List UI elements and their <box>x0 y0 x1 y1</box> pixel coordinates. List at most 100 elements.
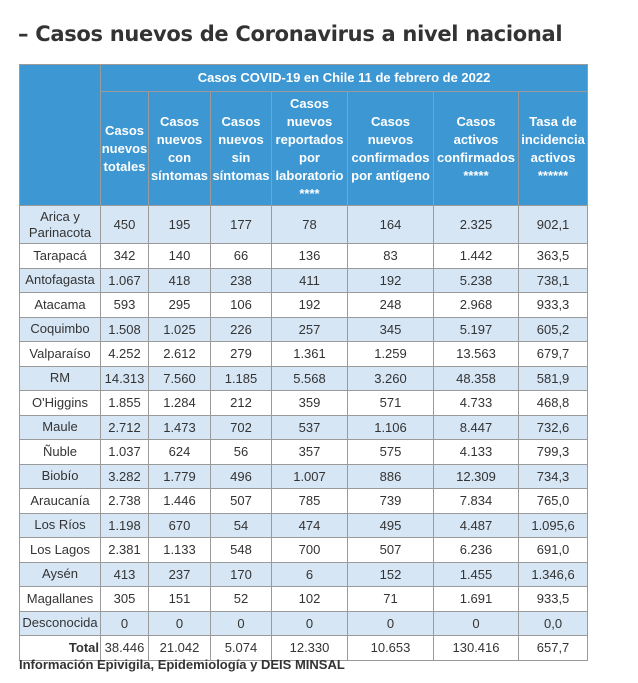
value-cell: 739 <box>347 488 434 514</box>
value-cell: 1.446 <box>148 488 211 514</box>
value-cell: 248 <box>347 292 434 318</box>
table-row: Atacama 593 295 106 192 248 2.968 933,3 <box>19 292 589 318</box>
source-footer: Información Epivigila, Epidemiología y D… <box>19 657 345 672</box>
total-row: Total 38.446 21.042 5.074 12.330 10.653 130.41… <box>19 635 589 661</box>
total-value-cell: 657,7 <box>517 635 589 661</box>
value-cell: 2.712 <box>100 414 149 440</box>
value-cell: 1.473 <box>148 414 211 440</box>
value-cell: 7.560 <box>148 365 211 391</box>
value-cell: 575 <box>347 439 434 465</box>
value-cell: 0 <box>433 610 519 636</box>
value-cell: 1.442 <box>433 243 519 269</box>
value-cell: 765,0 <box>517 488 589 514</box>
column-header: Casos nuevos totales <box>100 91 149 206</box>
value-cell: 1.455 <box>433 561 519 587</box>
value-cell: 1.095,6 <box>517 512 589 538</box>
value-cell: 0 <box>347 610 434 636</box>
column-header: Casos activos confirmados ***** <box>433 91 519 206</box>
value-cell: 700 <box>271 537 348 563</box>
value-cell: 71 <box>347 586 434 612</box>
region-name-cell: Los Lagos <box>19 537 101 563</box>
value-cell: 192 <box>271 292 348 318</box>
value-cell: 785 <box>271 488 348 514</box>
value-cell: 738,1 <box>517 267 589 293</box>
value-cell: 5.568 <box>271 365 348 391</box>
table-row: Maule 2.712 1.473 702 537 1.106 8.447 732,6 <box>19 414 589 440</box>
value-cell: 732,6 <box>517 414 589 440</box>
value-cell: 54 <box>210 512 272 538</box>
table-row: Antofagasta 1.067 418 238 411 192 5.238 738,1 <box>19 267 589 293</box>
value-cell: 411 <box>271 267 348 293</box>
value-cell: 691,0 <box>517 537 589 563</box>
column-header: Tasa de incidencia activos ****** <box>517 91 589 206</box>
value-cell: 6.236 <box>433 537 519 563</box>
value-cell: 507 <box>347 537 434 563</box>
value-cell: 345 <box>347 316 434 342</box>
value-cell: 12.309 <box>433 463 519 489</box>
value-cell: 1.133 <box>148 537 211 563</box>
total-label-cell: Total <box>19 635 101 661</box>
table-row: Coquimbo 1.508 1.025 226 257 345 5.197 605,2 <box>19 316 589 342</box>
value-cell: 679,7 <box>517 341 589 367</box>
value-cell: 450 <box>100 205 149 244</box>
covid-cases-table: Casos COVID-19 en Chile 11 de febrero de… <box>19 64 589 661</box>
value-cell: 8.447 <box>433 414 519 440</box>
value-cell: 902,1 <box>517 205 589 244</box>
covid-cases-table-container: Casos COVID-19 en Chile 11 de febrero de… <box>19 64 589 661</box>
value-cell: 140 <box>148 243 211 269</box>
table-row: Aysén 413 237 170 6 152 1.455 1.346,6 <box>19 561 589 587</box>
value-cell: 2.325 <box>433 205 519 244</box>
value-cell: 170 <box>210 561 272 587</box>
value-cell: 4.133 <box>433 439 519 465</box>
value-cell: 933,5 <box>517 586 589 612</box>
total-value-cell: 21.042 <box>148 635 211 661</box>
value-cell: 1.284 <box>148 390 211 416</box>
value-cell: 195 <box>148 205 211 244</box>
value-cell: 226 <box>210 316 272 342</box>
region-name-cell: Biobío <box>19 463 101 489</box>
value-cell: 624 <box>148 439 211 465</box>
value-cell: 1.185 <box>210 365 272 391</box>
column-header: Casos nuevos reportados por laboratorio … <box>271 91 348 206</box>
value-cell: 152 <box>347 561 434 587</box>
region-name-cell: Arica y Parinacota <box>19 205 101 244</box>
table-row: Ñuble 1.037 624 56 357 575 4.133 799,3 <box>19 439 589 465</box>
value-cell: 1.855 <box>100 390 149 416</box>
table-row: Biobío 3.282 1.779 496 1.007 886 12.309 734,3 <box>19 463 589 489</box>
corner-header-cell <box>19 64 101 206</box>
value-cell: 3.282 <box>100 463 149 489</box>
region-name-cell: Desconocida <box>19 610 101 636</box>
value-cell: 702 <box>210 414 272 440</box>
value-cell: 106 <box>210 292 272 318</box>
region-name-cell: Ñuble <box>19 439 101 465</box>
value-cell: 886 <box>347 463 434 489</box>
value-cell: 192 <box>347 267 434 293</box>
value-cell: 78 <box>271 205 348 244</box>
value-cell: 238 <box>210 267 272 293</box>
value-cell: 468,8 <box>517 390 589 416</box>
value-cell: 305 <box>100 586 149 612</box>
value-cell: 581,9 <box>517 365 589 391</box>
table-row: O'Higgins 1.855 1.284 212 359 571 4.733 468,8 <box>19 390 589 416</box>
value-cell: 5.197 <box>433 316 519 342</box>
value-cell: 1.025 <box>148 316 211 342</box>
value-cell: 257 <box>271 316 348 342</box>
value-cell: 83 <box>347 243 434 269</box>
value-cell: 1.346,6 <box>517 561 589 587</box>
value-cell: 4.733 <box>433 390 519 416</box>
value-cell: 933,3 <box>517 292 589 318</box>
value-cell: 1.007 <box>271 463 348 489</box>
region-name-cell: RM <box>19 365 101 391</box>
value-cell: 2.612 <box>148 341 211 367</box>
value-cell: 6 <box>271 561 348 587</box>
region-name-cell: Atacama <box>19 292 101 318</box>
value-cell: 136 <box>271 243 348 269</box>
value-cell: 1.779 <box>148 463 211 489</box>
value-cell: 1.361 <box>271 341 348 367</box>
value-cell: 1.106 <box>347 414 434 440</box>
value-cell: 605,2 <box>517 316 589 342</box>
value-cell: 212 <box>210 390 272 416</box>
table-row: Los Lagos 2.381 1.133 548 700 507 6.236 691,0 <box>19 537 589 563</box>
value-cell: 496 <box>210 463 272 489</box>
value-cell: 2.968 <box>433 292 519 318</box>
